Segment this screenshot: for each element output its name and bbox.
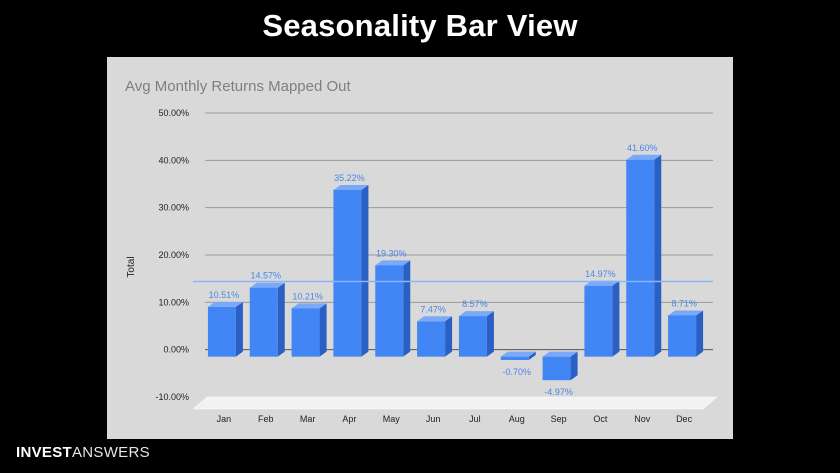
brand-logo: INVESTANSWERS [16, 444, 150, 461]
x-tick-label: Feb [258, 414, 274, 424]
x-tick-label: Oct [593, 414, 608, 424]
x-tick-label: Sep [551, 414, 567, 424]
slide-title: Seasonality Bar View [262, 8, 578, 43]
bar-front [500, 356, 529, 360]
bar-jul [458, 311, 494, 357]
bar-nov [626, 154, 662, 357]
data-label: 10.21% [292, 291, 323, 301]
bars [207, 154, 704, 381]
bar-apr [333, 184, 369, 357]
bar-top [333, 184, 369, 190]
bar-top [668, 310, 704, 316]
bar-side [403, 260, 411, 357]
data-label: 10.51% [209, 290, 240, 300]
bar-side [696, 310, 704, 357]
data-label: 14.97% [585, 269, 616, 279]
x-tick-label: Jul [469, 414, 481, 424]
bar-top [500, 351, 536, 357]
bar-feb [249, 282, 285, 357]
y-tick-label: -10.00% [155, 392, 189, 402]
bar-side [361, 184, 369, 357]
bar-front [584, 285, 613, 357]
bar-top [291, 303, 327, 309]
data-label: 41.60% [627, 143, 658, 153]
bar-side [277, 282, 285, 357]
data-labels: 10.51% 14.57% 10.21% 35.22% 19.30% 7.47% 8.57%… [209, 143, 697, 397]
brand-part-answers: ANSWERS [71, 444, 150, 461]
bar-side [319, 303, 327, 357]
bar-chart: Avg Monthly Returns Mapped Out Total 10.… [125, 78, 718, 424]
brand-part-invest: INVEST [16, 444, 72, 461]
bar-jan [207, 301, 243, 357]
bar-side [445, 316, 453, 357]
bar-front [249, 287, 278, 357]
data-label: -4.97% [544, 387, 573, 397]
axis-labels: 50.00% 40.00% 30.00% 20.00% 10.00% 0.00% -10.0… [155, 108, 692, 424]
chart-title: Avg Monthly Returns Mapped Out [125, 78, 352, 95]
bar-front [375, 265, 404, 357]
bar-top [542, 351, 578, 357]
chart-floor-plane [192, 396, 718, 410]
bar-top [375, 260, 411, 266]
bar-top [417, 316, 453, 322]
y-tick-label: 50.00% [158, 108, 189, 118]
bar-oct [584, 280, 620, 357]
chart-floor [192, 396, 718, 410]
x-tick-label: Nov [634, 414, 651, 424]
y-tick-label: 10.00% [158, 297, 189, 307]
x-tick-label: Dec [676, 414, 693, 424]
bar-side [654, 154, 662, 357]
x-tick-label: Jun [426, 414, 441, 424]
x-tick-label: Mar [300, 414, 316, 424]
x-tick-label: Jan [217, 414, 232, 424]
bar-top [458, 311, 494, 317]
data-label: 35.22% [334, 173, 365, 183]
x-tick-label: May [383, 414, 401, 424]
bar-top [249, 282, 285, 288]
data-label: 8.57% [462, 299, 488, 309]
bar-side [612, 280, 620, 357]
data-label: 14.57% [250, 271, 281, 281]
bar-side [235, 301, 243, 357]
bar-front [668, 315, 697, 357]
bar-front [291, 308, 320, 357]
bar-top [207, 301, 243, 307]
y-tick-label: 30.00% [158, 203, 189, 213]
data-label: 19.30% [376, 248, 407, 258]
data-label: 8.71% [671, 298, 697, 308]
y-tick-label: 0.00% [163, 345, 189, 355]
bar-may [375, 260, 411, 357]
chart-panel: Avg Monthly Returns Mapped Out Total 10.… [107, 57, 733, 439]
y-tick-label: 40.00% [158, 155, 189, 165]
y-tick-label: 20.00% [158, 250, 189, 260]
bar-front [626, 159, 655, 357]
bar-top [626, 154, 662, 160]
x-tick-label: Aug [509, 414, 525, 424]
bar-front [333, 189, 362, 357]
bar-side [570, 351, 578, 381]
bar-side [486, 311, 494, 357]
bar-front [458, 316, 487, 357]
bar-side [528, 351, 536, 360]
bar-jun [417, 316, 453, 357]
bar-dec [668, 310, 704, 357]
bar-front [417, 321, 446, 357]
data-label: 7.47% [420, 304, 446, 314]
data-label: -0.70% [502, 367, 531, 377]
bar-front [207, 306, 236, 357]
bar-sep [542, 351, 578, 381]
bar-front [542, 356, 571, 381]
bar-mar [291, 303, 327, 357]
bar-aug [500, 351, 536, 360]
y-axis-label: Total [126, 256, 137, 277]
x-tick-label: Apr [342, 414, 356, 424]
